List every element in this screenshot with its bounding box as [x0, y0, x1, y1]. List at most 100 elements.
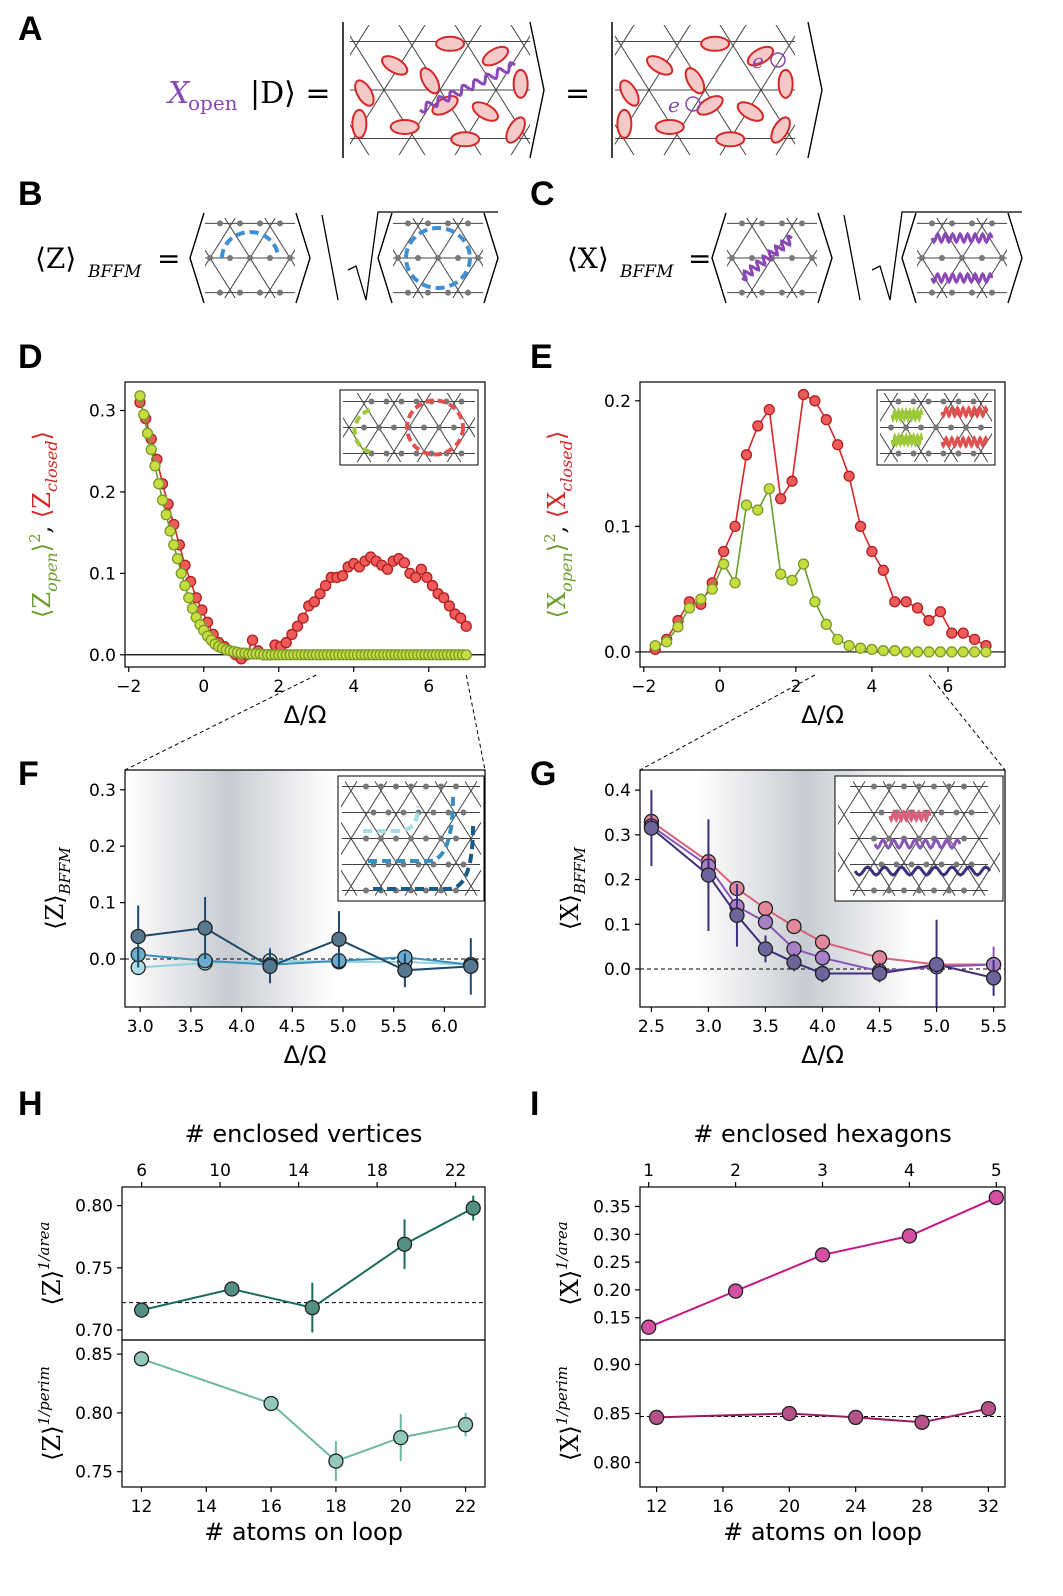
xtick-label: 3.5 [177, 1017, 204, 1037]
inset-string-medium [873, 837, 962, 851]
ket-D-equals: |D⟩ = [250, 76, 331, 111]
panel-letter-F: F [18, 755, 39, 793]
data-point [700, 867, 717, 883]
data-point [415, 563, 427, 575]
atom-dot [895, 450, 902, 457]
atom-dot [465, 289, 471, 296]
lattice-edge [310, 182, 406, 334]
plot-frame [639, 1339, 1006, 1488]
data-point [786, 574, 798, 587]
sqrt-sign [347, 211, 498, 301]
xtick-label: 24 [845, 1497, 867, 1517]
atom-dot [886, 835, 892, 842]
data-point [717, 545, 730, 558]
data-point [297, 612, 309, 624]
bracket-right [295, 212, 311, 304]
dimer-ellipse [431, 95, 459, 116]
xtick-label: 4.5 [866, 1017, 893, 1037]
atom-dot [749, 255, 755, 261]
data-point [717, 558, 730, 570]
ytick-label: 0.1 [89, 564, 116, 584]
data-point [877, 564, 889, 576]
data-point [900, 646, 912, 658]
y-axis-label-part-4: , [543, 518, 571, 533]
lattice-edge [990, 370, 1062, 484]
inset-loop-large [373, 825, 475, 891]
data-point [934, 606, 947, 618]
atom-dot [886, 887, 892, 894]
atom-dot [398, 450, 405, 457]
dimer-ellipse [512, 68, 529, 99]
zoom-connector-left-D [124, 674, 317, 771]
inset-D [339, 389, 479, 466]
atom-dot [423, 835, 429, 842]
atom-dot [430, 809, 437, 816]
bracket-right [483, 212, 499, 304]
atom-dot [953, 861, 960, 868]
xtick-label: −2 [631, 677, 656, 697]
lattice-edge [663, 25, 747, 155]
plot-frame [639, 1186, 1006, 1341]
charts-layer: 0.00.10.20.3−2 0 2 4 6Δ/Ω⟨Zopen⟩2, ⟨Zclosed⟩… [26, 370, 1062, 1546]
atom-dot [475, 255, 481, 261]
y-axis-label: ⟨Z⟩1/area [35, 1222, 66, 1306]
top-xtick-label: 1 [643, 1161, 654, 1181]
atom-dot [933, 424, 939, 431]
lattice-edge [834, 182, 930, 334]
atom-dot [779, 220, 785, 227]
atom-dot [931, 783, 937, 790]
equation-C: ⟨X⟩ BFFM = [567, 182, 1023, 334]
data-point [695, 593, 707, 605]
atom-dot [961, 783, 967, 790]
y-axis-label-part-5: ⟨X [543, 492, 571, 518]
data-point [168, 539, 180, 551]
inset-open-string-2 [890, 431, 924, 449]
series-group [648, 1400, 997, 1430]
data-point [465, 1200, 481, 1216]
y-axis-label: ⟨Z⟩BFFM [41, 847, 74, 930]
atom-dot [438, 835, 444, 842]
atom-dot [425, 289, 431, 296]
atom-dot [413, 398, 420, 405]
panel-letter-H: H [18, 1085, 43, 1123]
data-point [911, 646, 924, 658]
lattice-edge [806, 0, 940, 197]
atom-dot [361, 424, 367, 431]
dimer-ellipse [389, 118, 420, 135]
C-lhs: ⟨X⟩ [567, 242, 609, 275]
atom-dot [789, 255, 795, 261]
atom-dot [948, 424, 954, 431]
lattice-edge [398, 25, 482, 155]
data-point [934, 646, 947, 658]
y-axis-label-part-5: ⟨Z [28, 492, 56, 518]
atom-dot [438, 783, 444, 790]
atom-dot [946, 783, 952, 790]
data-point [727, 1283, 744, 1299]
lattice-edge [990, 370, 1062, 484]
atom-dot [970, 450, 977, 457]
atom-dot [423, 783, 429, 790]
series-group [641, 1189, 1004, 1335]
data-point [752, 420, 764, 432]
top-x-axis-label: # enclosed hexagons [693, 1120, 952, 1148]
xtick-label: 20 [778, 1497, 800, 1517]
data-point [397, 962, 413, 978]
atom-dot [955, 450, 962, 457]
zoom-connector-left-E [639, 674, 816, 771]
data-point [957, 646, 969, 658]
lattice-edge [510, 25, 530, 57]
series-line-X_open_squared [654, 486, 986, 653]
excitation-label-1: e [752, 49, 764, 73]
atom-dot [391, 424, 397, 431]
atom-dot [237, 220, 243, 227]
atom-dot [455, 255, 461, 261]
y-axis-label-part-2: ⟩ [28, 543, 56, 552]
atom-dot [878, 809, 885, 816]
data-point [160, 509, 172, 521]
atom-dot [970, 398, 977, 405]
atom-dot [438, 887, 444, 894]
y-axis-label-main: ⟨Z⟩ [41, 894, 69, 929]
chart-D: 0.00.10.20.3−2 0 2 4 6Δ/Ω⟨Zopen⟩2, ⟨Zclosed⟩ [26, 381, 486, 729]
dimer-ellipse [715, 131, 746, 148]
y-axis-label-sub: BFFM [56, 847, 74, 896]
